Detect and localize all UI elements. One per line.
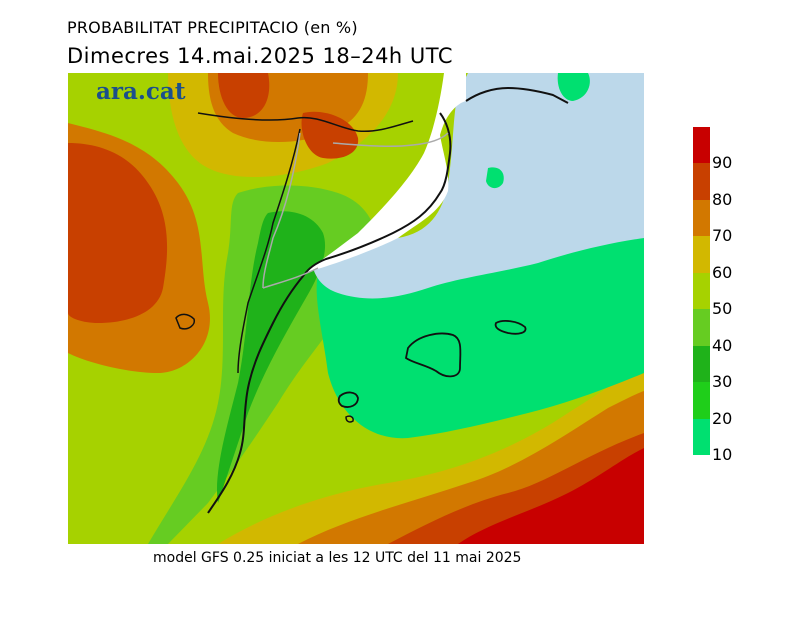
colorbar-band-30-40	[693, 345, 710, 383]
field-red-north-2	[301, 111, 359, 159]
map-title: PROBABILITAT PRECIPITACIO (en %)	[67, 18, 358, 37]
colorbar-label-50: 50	[712, 299, 733, 319]
colorbar-band-80-90	[693, 163, 710, 200]
island-menorca	[494, 320, 527, 335]
brand-logo: ara.cat	[96, 78, 186, 105]
colorbar-label-20: 20	[712, 408, 733, 428]
border-province-2	[262, 267, 319, 289]
island-ibiza	[337, 391, 359, 408]
colorbar	[693, 127, 710, 455]
colorbar-band-50-60	[693, 272, 710, 310]
border-province-1	[262, 132, 301, 289]
colorbar-label-80: 80	[712, 189, 733, 209]
coastline-south	[207, 274, 305, 514]
field-green-dark	[217, 211, 326, 503]
colorbar-label-70: 70	[712, 226, 733, 246]
andorra-outline	[175, 313, 196, 330]
coastline-france	[465, 86, 569, 104]
colorbar-band-20-30	[693, 382, 710, 419]
footer-model-info: model GFS 0.25 iniciat a les 12 UTC del …	[153, 550, 522, 566]
border-province-3	[332, 132, 449, 148]
colorbar-band-60-70	[693, 236, 710, 273]
map-subtitle: Dimecres 14.mai.2025 18–24h UTC	[67, 44, 454, 68]
field-aqua-top	[557, 73, 590, 101]
coastline-main	[303, 112, 452, 276]
colorbar-label-30: 30	[712, 372, 733, 392]
field-red-west	[68, 143, 168, 323]
colorbar-label-60: 60	[712, 262, 733, 282]
island-formentera	[345, 415, 354, 423]
colorbar-label-10: 10	[712, 445, 733, 464]
island-mallorca	[405, 332, 462, 378]
colorbar-band-40-50	[693, 309, 710, 346]
border-inland	[237, 128, 301, 374]
precipitation-map	[68, 73, 644, 544]
field-darkred-south	[458, 448, 644, 544]
field-no-data	[304, 73, 466, 273]
field-aqua-small	[486, 167, 504, 189]
colorbar-band-10-20	[693, 418, 710, 455]
field-red-north-1	[218, 73, 270, 118]
colorbar-label-90: 90	[712, 153, 733, 173]
precipitation-field	[68, 73, 644, 544]
colorbar-label-40: 40	[712, 335, 733, 355]
colorbar-band-70-80	[693, 199, 710, 237]
colorbar-band-90-100	[693, 127, 710, 164]
field-sea-lightblue	[313, 73, 644, 299]
border-pyrenees	[197, 112, 414, 133]
